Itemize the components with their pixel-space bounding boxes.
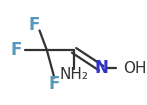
Text: F: F — [29, 16, 40, 34]
Text: F: F — [10, 41, 22, 59]
Text: F: F — [49, 75, 60, 93]
Text: N: N — [94, 59, 108, 77]
Text: OH: OH — [123, 61, 147, 76]
Text: NH₂: NH₂ — [60, 67, 89, 82]
